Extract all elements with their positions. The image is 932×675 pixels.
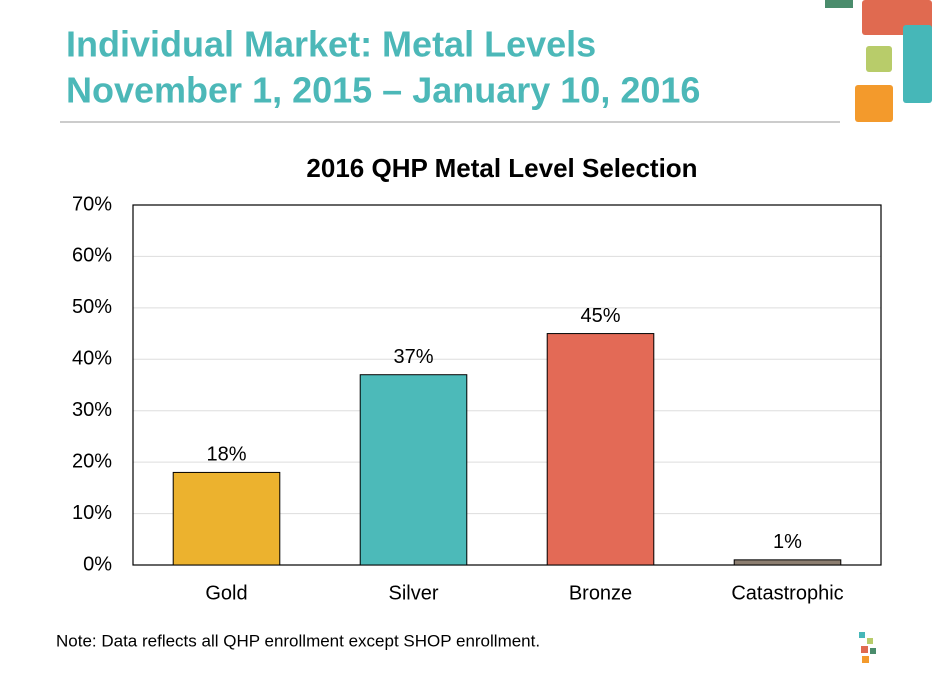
- y-tick-label: 20%: [72, 450, 112, 472]
- slide-subtitle: November 1, 2015 – January 10, 2016: [66, 70, 700, 111]
- chart-title: 2016 QHP Metal Level Selection: [306, 153, 697, 183]
- y-tick-label: 50%: [72, 296, 112, 318]
- data-label: 45%: [580, 305, 620, 327]
- logo-square: [867, 638, 873, 644]
- note: Note: Data reflects all QHP enrollment e…: [56, 631, 540, 650]
- x-tick-label: Bronze: [569, 582, 632, 604]
- y-tick-label: 30%: [72, 399, 112, 421]
- y-tick-label: 70%: [72, 193, 112, 215]
- data-label: 1%: [773, 531, 802, 553]
- y-tick-label: 40%: [72, 348, 112, 370]
- x-tick-label: Gold: [205, 582, 247, 604]
- plot-frame: [132, 204, 882, 566]
- data-label: 18%: [206, 444, 246, 466]
- decor: [825, 0, 853, 8]
- x-tick-label: Silver: [388, 582, 438, 604]
- data-label: 37%: [393, 346, 433, 368]
- y-tick-label: 60%: [72, 245, 112, 267]
- bar: [546, 333, 655, 566]
- decor: [866, 46, 892, 72]
- y-tick-label: 0%: [83, 553, 112, 575]
- logo-square: [861, 646, 868, 653]
- y-tick-label: 10%: [72, 502, 112, 524]
- decor: [855, 85, 893, 122]
- bar: [733, 559, 842, 566]
- bar: [172, 471, 281, 566]
- x-tick-label: Catastrophic: [731, 582, 843, 604]
- decor: [903, 25, 932, 103]
- bar: [359, 374, 468, 566]
- logo-square: [870, 648, 876, 654]
- plot: 0% 10% 20% 30% 40% 50% 60% 70% Gold 18% Silver 37% B…: [72, 193, 882, 604]
- logo-square: [859, 632, 865, 638]
- slide-title: Individual Market: Metal Levels: [66, 24, 596, 65]
- logo-square: [862, 656, 869, 663]
- logo: [859, 632, 876, 663]
